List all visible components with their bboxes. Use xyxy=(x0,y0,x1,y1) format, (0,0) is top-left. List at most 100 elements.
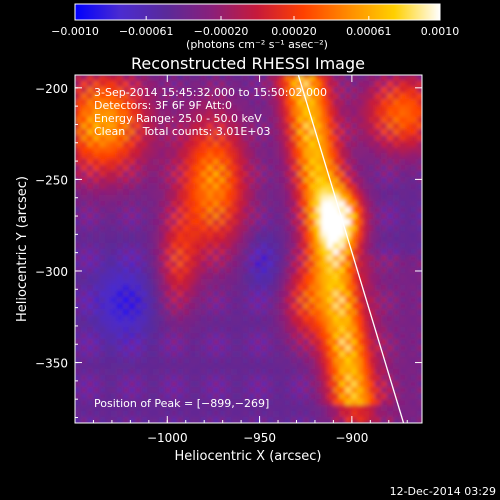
heatmap-cell xyxy=(87,135,94,142)
heatmap-cell xyxy=(135,177,142,184)
heatmap-cell xyxy=(117,177,124,184)
heatmap-cell xyxy=(123,201,130,208)
heatmap-cell xyxy=(135,321,142,328)
heatmap-cell xyxy=(345,177,352,184)
heatmap-cell xyxy=(363,159,370,166)
heatmap-cell xyxy=(285,333,292,340)
heatmap-cell xyxy=(351,273,358,280)
heatmap-cell xyxy=(315,345,322,352)
heatmap-cell xyxy=(237,369,244,376)
heatmap-cell xyxy=(363,375,370,382)
heatmap-cell xyxy=(195,309,202,316)
heatmap-cell xyxy=(243,81,250,88)
heatmap-cell xyxy=(207,285,214,292)
heatmap-cell xyxy=(399,399,406,406)
heatmap-cell xyxy=(93,381,100,388)
heatmap-cell xyxy=(189,309,196,316)
heatmap-cell xyxy=(405,99,412,106)
heatmap-cell xyxy=(297,225,304,232)
heatmap-cell xyxy=(123,255,130,262)
heatmap-cell xyxy=(381,105,388,112)
heatmap-cell xyxy=(171,87,178,94)
heatmap-cell xyxy=(321,135,328,142)
heatmap-cell xyxy=(321,303,328,310)
heatmap-cell xyxy=(189,75,196,82)
heatmap-cell xyxy=(225,387,232,394)
heatmap-cell xyxy=(177,237,184,244)
heatmap-cell xyxy=(195,291,202,298)
heatmap-cell xyxy=(363,225,370,232)
heatmap-cell xyxy=(117,237,124,244)
x-tick-label: −950 xyxy=(243,431,276,445)
heatmap-cell xyxy=(207,201,214,208)
heatmap-cell xyxy=(105,183,112,190)
heatmap-cell xyxy=(237,111,244,118)
heatmap-cell xyxy=(141,387,148,394)
heatmap-cell xyxy=(321,321,328,328)
heatmap-cell xyxy=(357,327,364,334)
heatmap-cell xyxy=(129,369,136,376)
heatmap-cell xyxy=(291,339,298,346)
heatmap-cell xyxy=(315,135,322,142)
heatmap-cell xyxy=(99,417,106,423)
heatmap-cell xyxy=(249,111,256,118)
heatmap-cell xyxy=(111,345,118,352)
heatmap-cell xyxy=(153,315,160,322)
heatmap-cell xyxy=(225,363,232,370)
heatmap-cell xyxy=(141,93,148,100)
heatmap-cell xyxy=(93,159,100,166)
heatmap-cell xyxy=(129,165,136,172)
heatmap-cell xyxy=(369,213,376,220)
heatmap-cell xyxy=(237,321,244,328)
heatmap-cell xyxy=(393,267,400,274)
heatmap-cell xyxy=(207,291,214,298)
heatmap-cell xyxy=(189,243,196,250)
heatmap-cell xyxy=(75,393,82,400)
heatmap-cell xyxy=(351,81,358,88)
heatmap-cell xyxy=(309,291,316,298)
heatmap-cell xyxy=(153,81,160,88)
heatmap-cell xyxy=(213,339,220,346)
heatmap-cell xyxy=(267,351,274,358)
heatmap-cell xyxy=(273,363,280,370)
heatmap-cell xyxy=(165,369,172,376)
heatmap-cell xyxy=(309,417,316,423)
heatmap-cell xyxy=(369,111,376,118)
heatmap-cell xyxy=(93,399,100,406)
heatmap-cell xyxy=(177,291,184,298)
heatmap-cell xyxy=(411,303,418,310)
heatmap-cell xyxy=(225,285,232,292)
heatmap-cell xyxy=(315,93,322,100)
heatmap-cell xyxy=(309,147,316,154)
heatmap-cell xyxy=(153,87,160,94)
heatmap-cell xyxy=(387,291,394,298)
info-line-time: 3-Sep-2014 15:45:32.000 to 15:50:02.000 xyxy=(94,86,327,99)
heatmap-cell xyxy=(105,333,112,340)
heatmap-cell xyxy=(411,375,418,382)
heatmap-cell xyxy=(81,117,88,124)
heatmap-cell xyxy=(93,393,100,400)
heatmap-cell xyxy=(99,291,106,298)
heatmap-cell xyxy=(81,93,88,100)
heatmap-cell xyxy=(249,339,256,346)
heatmap-cell xyxy=(219,321,226,328)
heatmap-cell xyxy=(261,249,268,256)
heatmap-cell xyxy=(411,231,418,238)
heatmap-cell xyxy=(387,405,394,412)
heatmap-cell xyxy=(387,357,394,364)
heatmap-cell xyxy=(255,243,262,250)
heatmap-cell xyxy=(255,165,262,172)
heatmap-cell xyxy=(405,303,412,310)
heatmap-cell xyxy=(141,237,148,244)
heatmap-cell xyxy=(117,405,124,412)
heatmap-cell xyxy=(339,81,346,88)
heatmap-cell xyxy=(369,393,376,400)
heatmap-cell xyxy=(117,261,124,268)
heatmap-cell xyxy=(321,363,328,370)
heatmap-cell xyxy=(279,183,286,190)
heatmap-cell xyxy=(393,135,400,142)
heatmap-cell xyxy=(309,81,316,88)
heatmap-cell xyxy=(291,387,298,394)
heatmap-cell xyxy=(297,375,304,382)
